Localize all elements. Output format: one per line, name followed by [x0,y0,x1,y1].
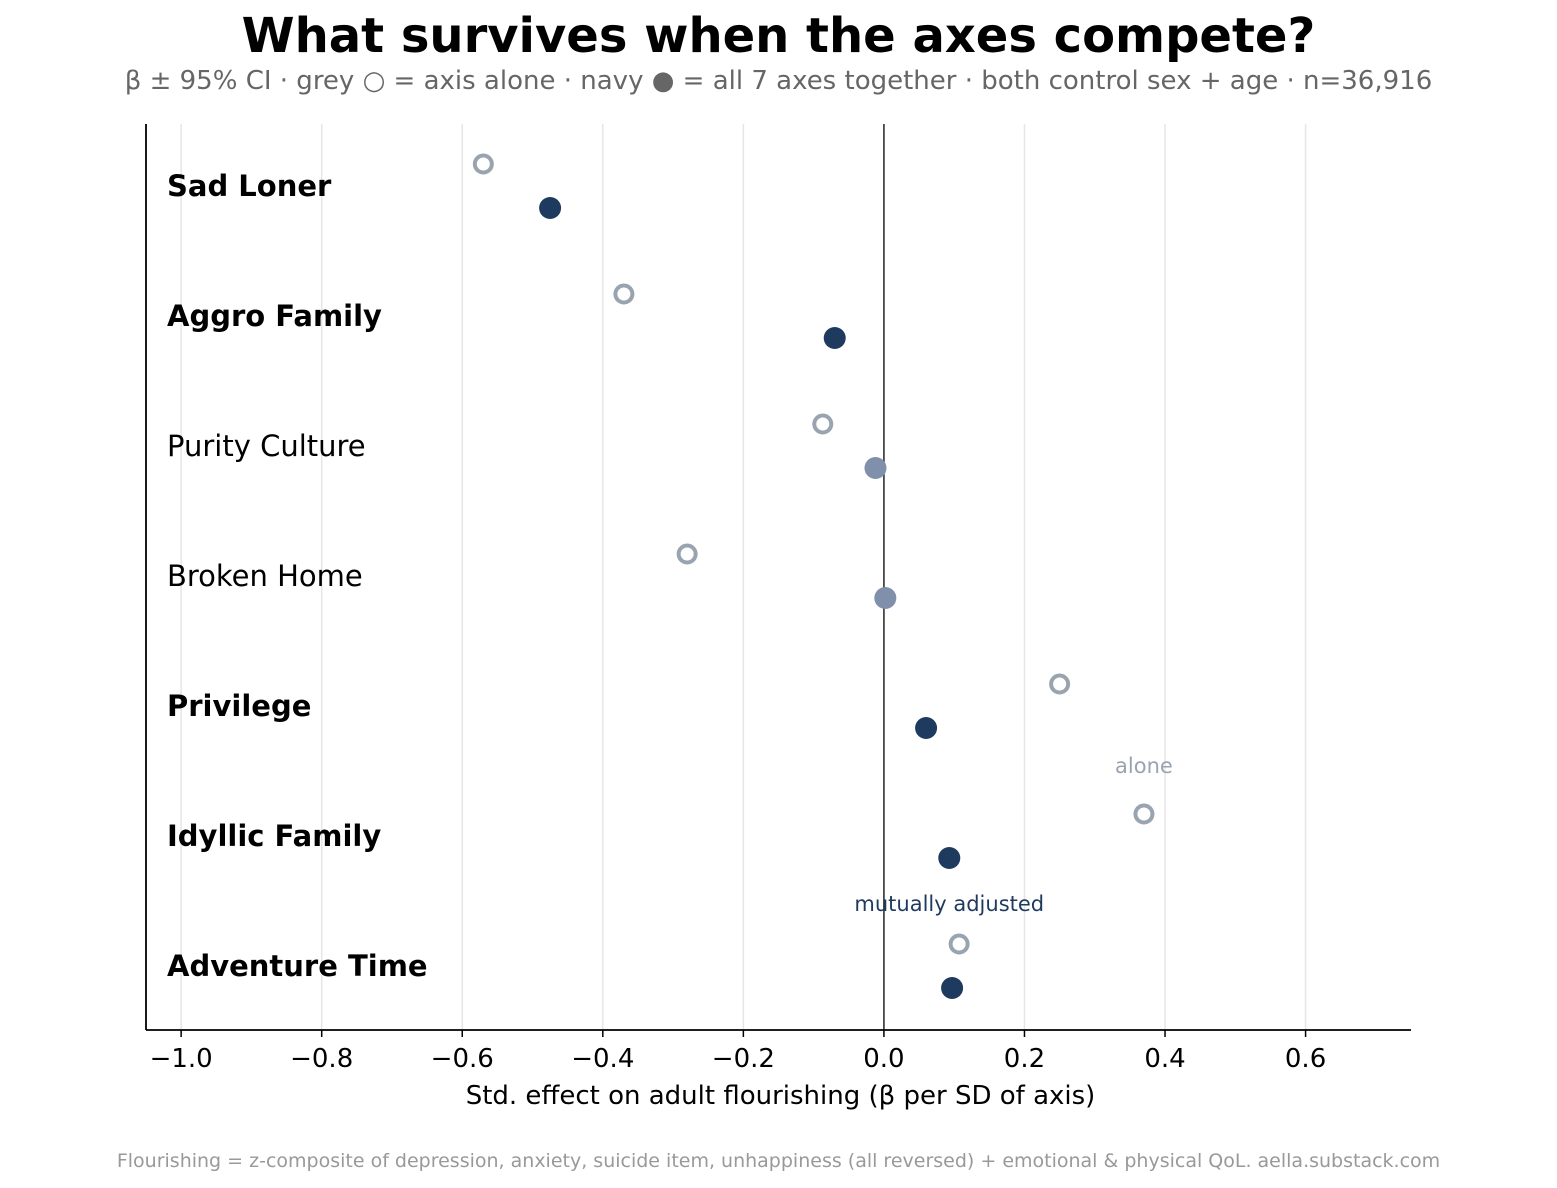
data-points [472,153,1155,999]
adjusted-point [938,847,961,869]
alone-point [812,413,834,435]
adjusted-point [823,327,846,349]
chart-subtitle: β ± 95% CI · grey ○ = axis alone · navy … [124,66,1433,96]
alone-point [472,153,494,175]
x-tick-label: −0.4 [571,1044,634,1074]
x-tick-label: 0.0 [863,1044,904,1074]
adjusted-point [864,457,887,479]
x-tick-label: 0.6 [1285,1044,1326,1074]
alone-point [948,933,970,955]
category-label: Sad Loner [167,169,332,203]
adjusted-point [915,717,938,739]
axes: −1.0 −0.8 −0.6 −0.4 −0.2 0.0 0.2 0.4 0.6 Std. eff… [145,124,1411,1111]
adjusted-point [874,587,897,609]
category-label: Aggro Family [167,299,382,333]
category-labels: Sad Loner Aggro Family Purity Culture Broke… [167,169,1173,983]
x-tick-label: −0.2 [712,1044,775,1074]
adjusted-point [941,977,964,999]
alone-point [1133,803,1155,825]
x-tick-label: −0.6 [431,1044,494,1074]
adjusted-point [539,197,562,219]
alone-point [676,543,698,565]
chart-title: What survives when the axes compete? [241,8,1316,64]
x-tick-label: −0.8 [290,1044,353,1074]
category-label: Broken Home [167,559,363,593]
category-label: Adventure Time [167,949,428,983]
annotation-label: mutually adjusted [854,892,1044,916]
annotation-label: alone [1115,754,1173,778]
x-axis-label: Std. effect on adult flourishing (β per … [466,1081,1096,1111]
x-tick-label: 0.4 [1144,1044,1185,1074]
category-label: Purity Culture [167,429,366,463]
x-tick-label: −1.0 [150,1044,213,1074]
alone-point [1049,673,1071,695]
chart-footer: Flourishing = z-composite of depression,… [116,1150,1441,1172]
category-label: Privilege [167,689,311,723]
category-label: Idyllic Family [167,819,381,853]
x-tick-label: 0.2 [1004,1044,1045,1074]
alone-point [613,283,635,305]
